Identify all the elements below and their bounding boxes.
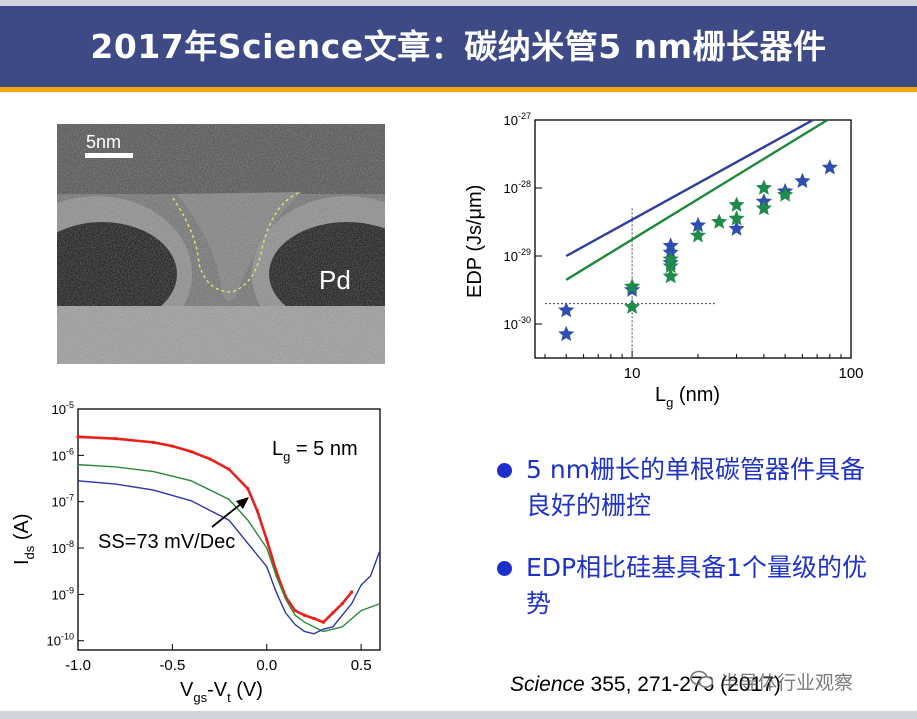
star-marker [728, 210, 745, 226]
data-point [189, 450, 193, 454]
x-tick-label: -0.5 [159, 657, 185, 674]
data-point [114, 437, 118, 441]
edp-y-axis-title: EDP (Js/μm) [464, 185, 486, 298]
star-marker [662, 250, 679, 267]
annotation-ss: SS=73 mV/Dec [98, 531, 235, 553]
annotation-arrow [211, 502, 243, 528]
bullet-dot-icon [497, 561, 512, 576]
bullet-dot-icon [497, 463, 512, 478]
data-point [284, 595, 288, 599]
star-marker [777, 186, 794, 202]
star-marker [558, 325, 575, 342]
data-point [303, 613, 306, 617]
data-point [293, 609, 297, 613]
y-tick-label: 10-7 [52, 493, 74, 510]
ids-vgs-chart: -1.0 -0.5 0.0 0.510-510-610-710-810-910-10 … [11, 400, 381, 705]
y-tick-label: 10-27 [504, 111, 531, 128]
star-marker [728, 220, 745, 236]
annotation-lg: Lg = 5 nm [272, 438, 358, 464]
x-tick-label: 10 [624, 365, 641, 382]
edp-chart: 10 100 10-27 10-28 10-29 10-30 Lg (nm) EDP (J… [464, 111, 864, 410]
y-tick-label: 10-9 [52, 585, 74, 602]
series-line-2 [77, 480, 381, 635]
data-point [152, 440, 155, 444]
star-marker [689, 216, 707, 233]
star-marker [728, 196, 745, 212]
scaling-line-1 [565, 118, 829, 281]
tem-image: 5nm Pd [57, 124, 385, 364]
citation: Science 355, 271-276 (2017) [510, 673, 781, 697]
title-bar [0, 0, 917, 92]
star-marker [558, 301, 575, 318]
star-marker [711, 213, 728, 229]
y-tick-label: 10-10 [47, 632, 74, 649]
scaling-line-0 [565, 118, 814, 258]
bullet-item: 5 nm栅长的单根碳管器件具备良好的栅控 [497, 452, 897, 524]
electrode-label: Pd [319, 265, 351, 295]
data-point [255, 509, 259, 513]
tem-image-graphic: 5nm Pd [57, 124, 385, 364]
data-point [208, 457, 212, 461]
y-tick-label: 10-28 [504, 179, 531, 196]
edp-x-axis-title: Lg (nm) [655, 384, 720, 410]
data-point [227, 467, 231, 471]
data-point [312, 616, 316, 620]
footer-bar [0, 711, 917, 719]
star-marker [821, 159, 838, 175]
star-marker [689, 227, 707, 243]
y-tick-label: 10-8 [52, 539, 74, 556]
citation-details: 355, 271-276 (2017) [584, 673, 781, 696]
slide-title: 2017年Science文章：碳纳米管5 nm栅长器件 [90, 27, 827, 66]
x-tick-label: 0.0 [256, 657, 277, 674]
data-point [321, 620, 325, 624]
x-tick-label: 0.5 [351, 657, 372, 674]
y-axis-title: Ids (A) [11, 513, 37, 565]
star-marker [662, 267, 679, 284]
gate-outline [172, 191, 301, 293]
bullet-item: EDP相比硅基具备1个量级的优势 [497, 550, 897, 622]
wechat-icon [690, 670, 714, 688]
star-marker [624, 278, 641, 294]
star-marker [624, 298, 641, 314]
series-line-1 [77, 463, 381, 633]
scale-bar [85, 153, 133, 158]
data-point [350, 590, 354, 594]
x-axis-title: Vgs-Vt (V) [180, 679, 263, 705]
x-tick-label: 100 [838, 365, 863, 382]
data-point [246, 487, 250, 491]
star-marker [755, 199, 772, 216]
star-marker [755, 179, 772, 195]
data-point [170, 444, 174, 448]
y-tick-label: 10-30 [504, 315, 531, 332]
data-point [331, 611, 335, 615]
plot-frame-edp [534, 119, 852, 359]
scale-label: 5nm [86, 132, 121, 152]
y-tick-label: 10-29 [504, 247, 531, 264]
star-marker [662, 257, 679, 274]
y-tick-label: 10-5 [52, 400, 74, 417]
x-tick-label: -1.0 [65, 657, 91, 674]
watermark: 半导体行业观察 [720, 672, 854, 694]
annotation-arrowhead [236, 497, 249, 509]
star-marker [794, 172, 811, 189]
plot-frame [77, 408, 381, 651]
star-marker [662, 237, 679, 253]
bullet-list: 5 nm栅长的单根碳管器件具备良好的栅控 EDP相比硅基具备1个量级的优势 [497, 452, 897, 648]
data-point [340, 602, 344, 606]
data-point [265, 538, 269, 542]
citation-journal: Science [510, 673, 585, 696]
data-point [274, 569, 278, 573]
bullet-text: EDP相比硅基具备1个量级的优势 [526, 553, 868, 618]
bullet-text: 5 nm栅长的单根碳管器件具备良好的栅控 [526, 455, 866, 520]
series-line-0 [77, 435, 353, 624]
y-tick-label: 10-6 [52, 446, 74, 463]
data-point [76, 435, 80, 439]
